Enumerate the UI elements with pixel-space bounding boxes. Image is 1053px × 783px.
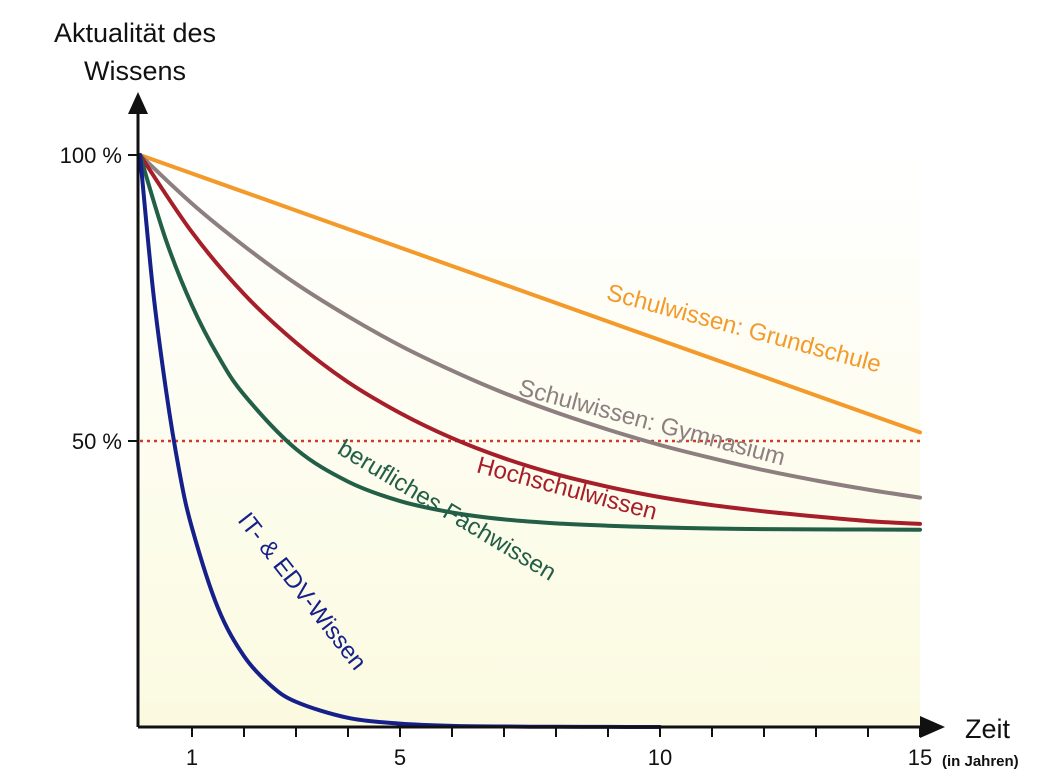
y-axis-title-line2: Wissens: [84, 56, 186, 86]
x-tick-label: 5: [394, 745, 406, 770]
y-tick-label: 100 %: [60, 143, 122, 168]
series-line-gymnasium: [138, 153, 922, 500]
x-tick-label: 10: [648, 745, 672, 770]
series-line-hochschule: [138, 153, 922, 526]
series-line-grundschule: [138, 153, 922, 435]
series-line-beruflich: [138, 153, 922, 532]
x-tick-label: 1: [186, 745, 198, 770]
x-tick-label: 15: [908, 745, 932, 770]
x-axis-arrow-icon: [920, 716, 945, 738]
y-axis-title-line1: Aktualität des: [54, 18, 216, 48]
plot-area-fill: [140, 155, 920, 727]
x-axis-title: Zeit: [965, 714, 1011, 744]
y-tick-label: 50 %: [72, 429, 122, 454]
y-axis-arrow-icon: [128, 92, 148, 114]
x-axis-unit: (in Jahren): [942, 753, 1019, 770]
